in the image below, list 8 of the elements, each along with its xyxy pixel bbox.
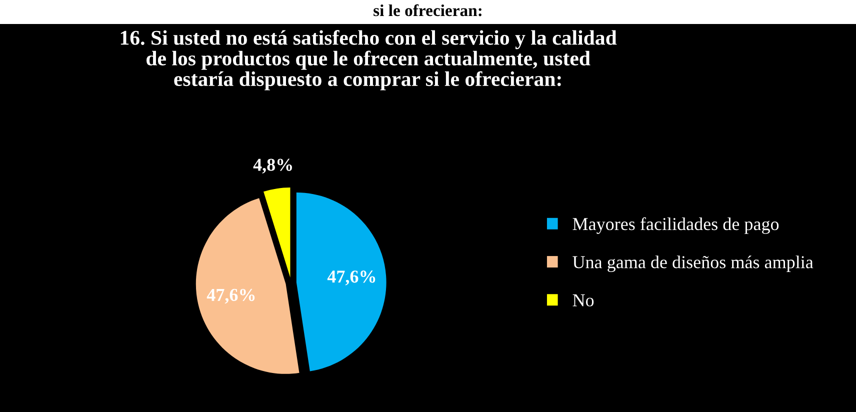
legend-label: Mayores facilidades de pago [572,217,779,234]
text: si le ofrecieran: [374,4,482,16]
data-label: 4,8% [253,158,292,174]
legend-label: No [572,294,594,306]
data-label: 47,6% [327,270,376,286]
legend-label: Una gama de diseños más amplia [572,256,814,272]
chart-title: 16. Si usted no está satisfecho con el servicio y la calidad de los productos que le ofrecen actualmente, usted estaría dispuesto a comprar si le ofrecieran: [120,30,617,90]
data-label: 47,6% [206,288,255,304]
